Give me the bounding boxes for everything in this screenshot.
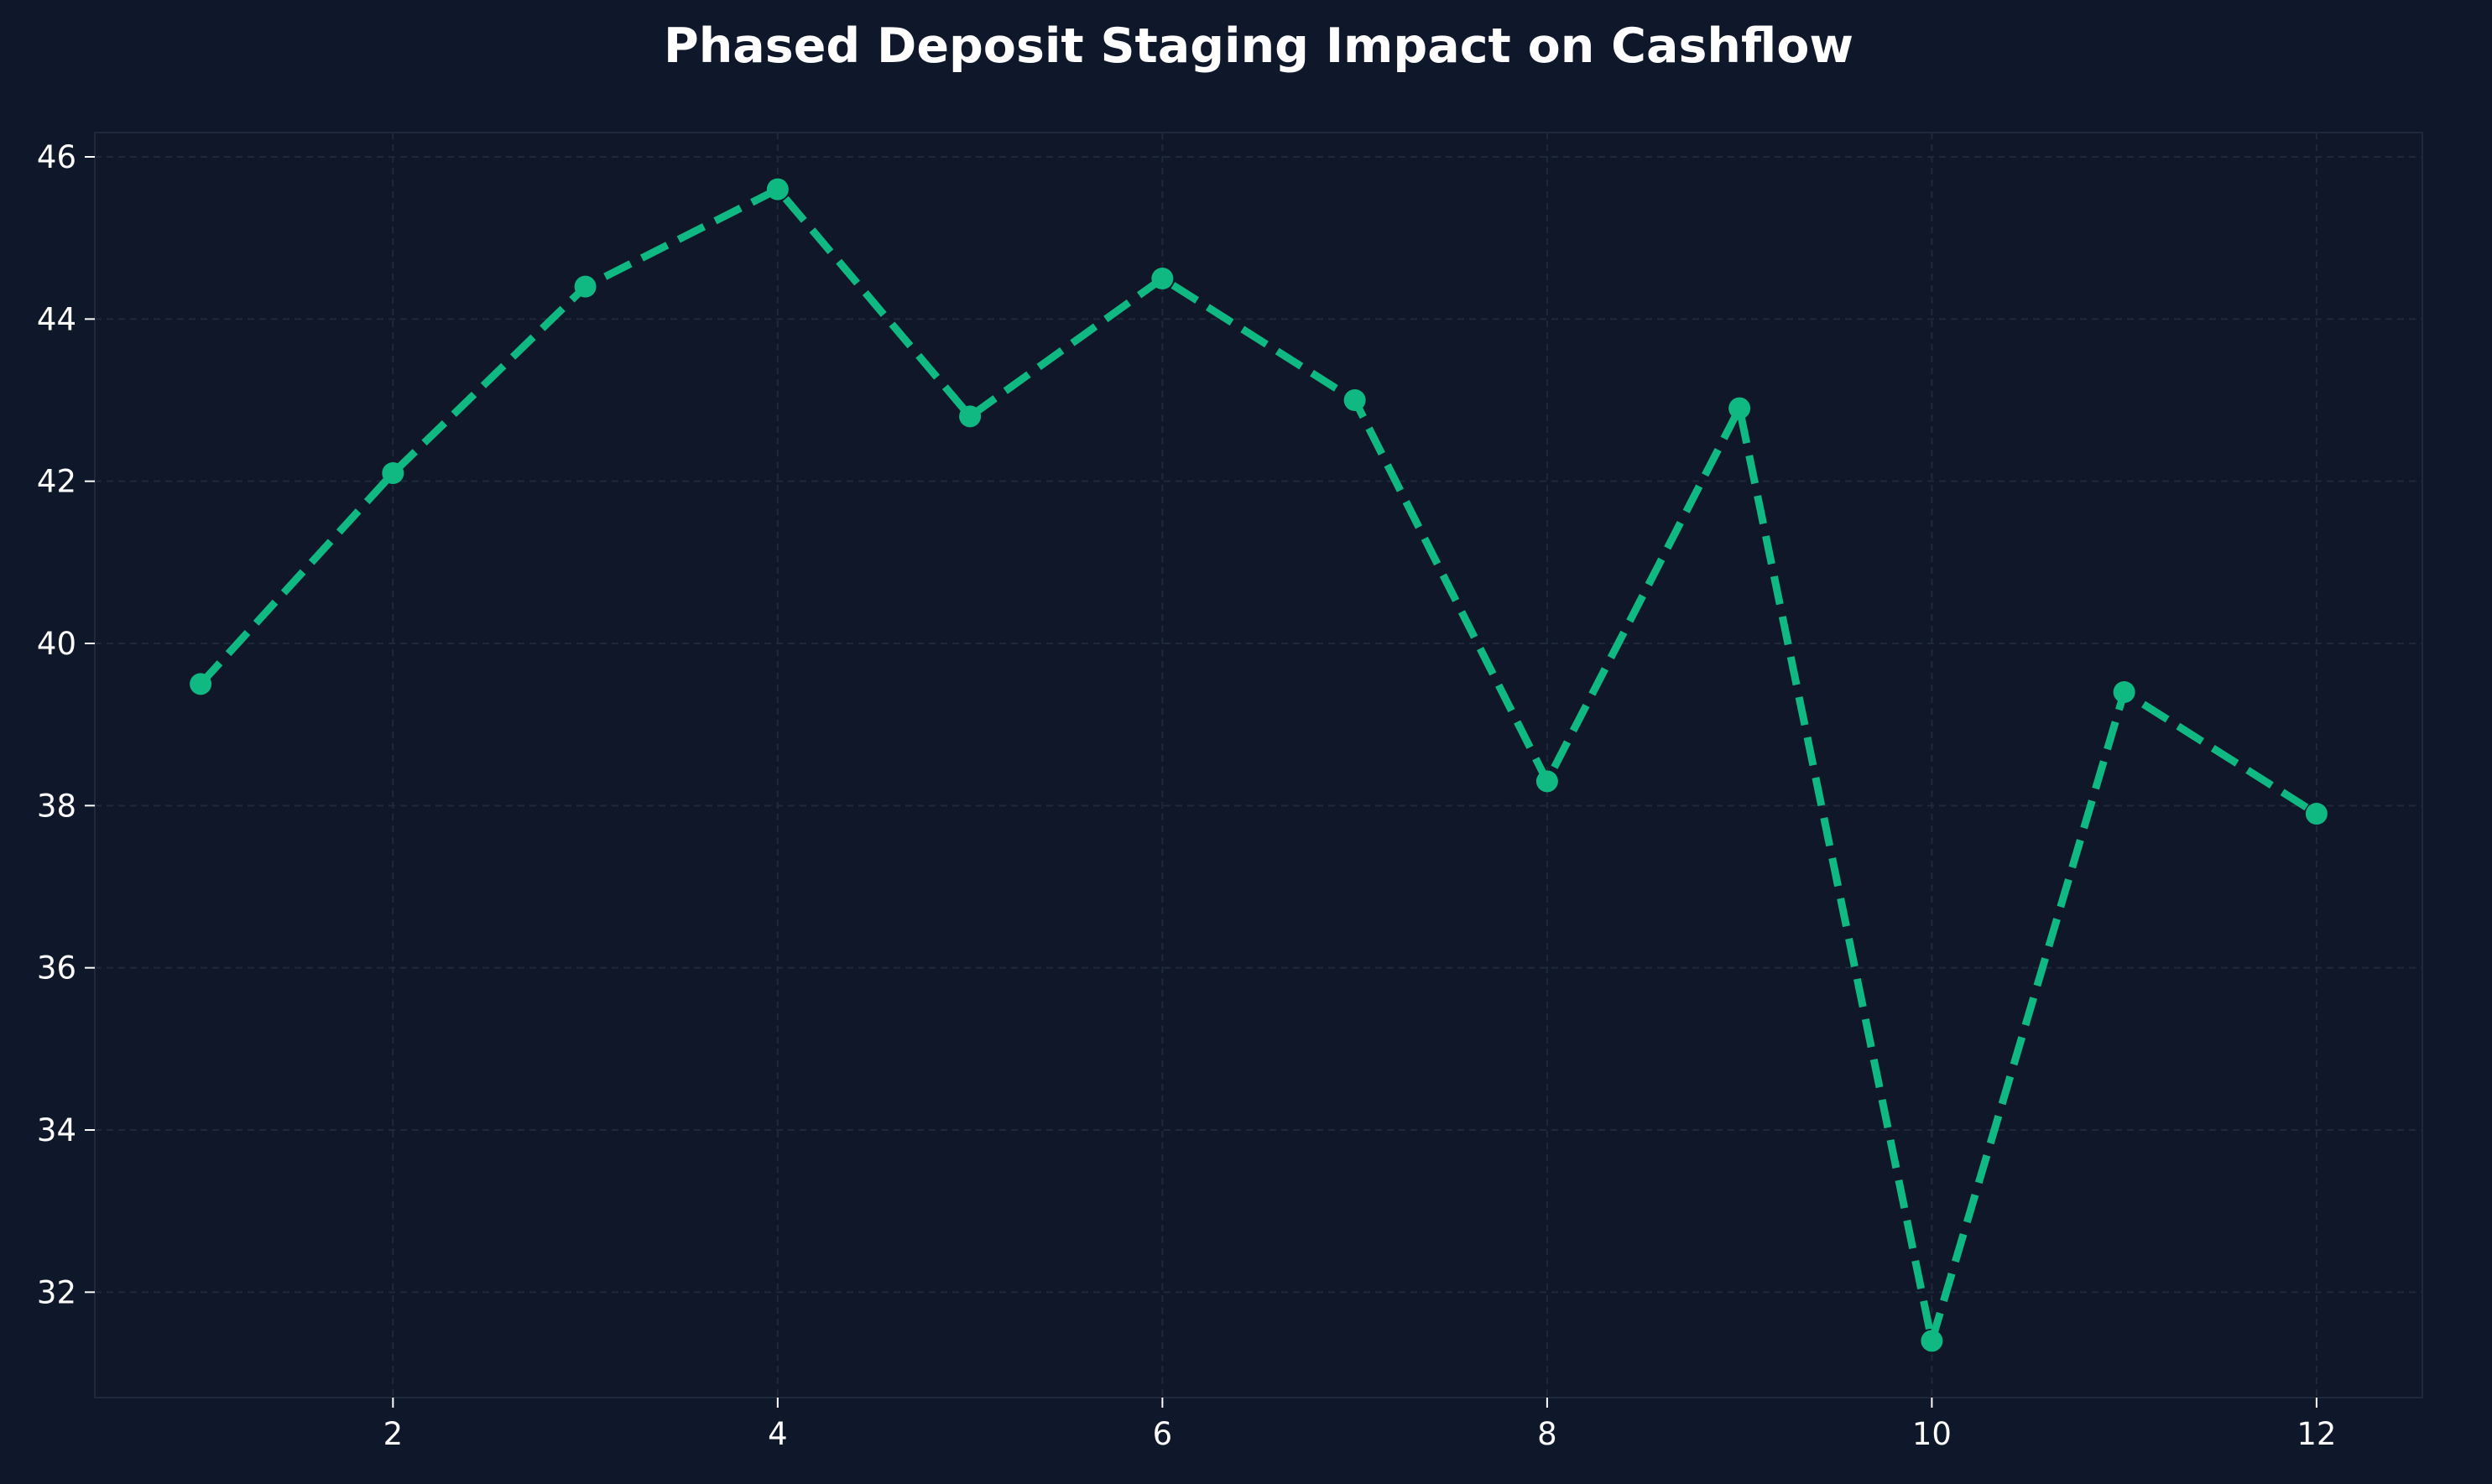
y-tick-label: 46 [37, 139, 76, 175]
data-point [1921, 1330, 1943, 1352]
x-tick-label: 12 [2296, 1416, 2336, 1452]
data-point [1535, 770, 1558, 793]
x-tick-label: 4 [768, 1416, 788, 1452]
data-point [1151, 268, 1174, 289]
data-point [190, 673, 212, 695]
data-point [382, 462, 404, 484]
y-tick-label: 32 [37, 1274, 76, 1310]
plot-area [95, 133, 2422, 1398]
x-tick-label: 6 [1153, 1416, 1173, 1452]
y-tick-label: 40 [37, 626, 76, 662]
y-tick-label: 36 [37, 950, 76, 987]
series-line [197, 185, 2319, 1345]
data-point [959, 405, 982, 428]
data-point [2113, 681, 2135, 703]
x-tick-label: 2 [383, 1416, 404, 1452]
data-point [2305, 803, 2328, 825]
plot-frame [94, 132, 2423, 1398]
y-tick-label: 34 [37, 1112, 76, 1148]
data-point [1343, 389, 1366, 411]
data-point [766, 178, 789, 200]
data-point [574, 275, 597, 298]
y-tick-label: 38 [37, 788, 76, 824]
chart-title: Phased Deposit Staging Impact on Cashflo… [664, 18, 1853, 74]
series-layer [190, 178, 2328, 1352]
grid [95, 133, 2422, 1398]
x-tick-label: 10 [1912, 1416, 1952, 1452]
data-point [1728, 397, 1751, 419]
y-tick-label: 44 [37, 301, 76, 337]
x-tick-label: 8 [1537, 1416, 1557, 1452]
y-tick-label: 42 [37, 464, 76, 500]
